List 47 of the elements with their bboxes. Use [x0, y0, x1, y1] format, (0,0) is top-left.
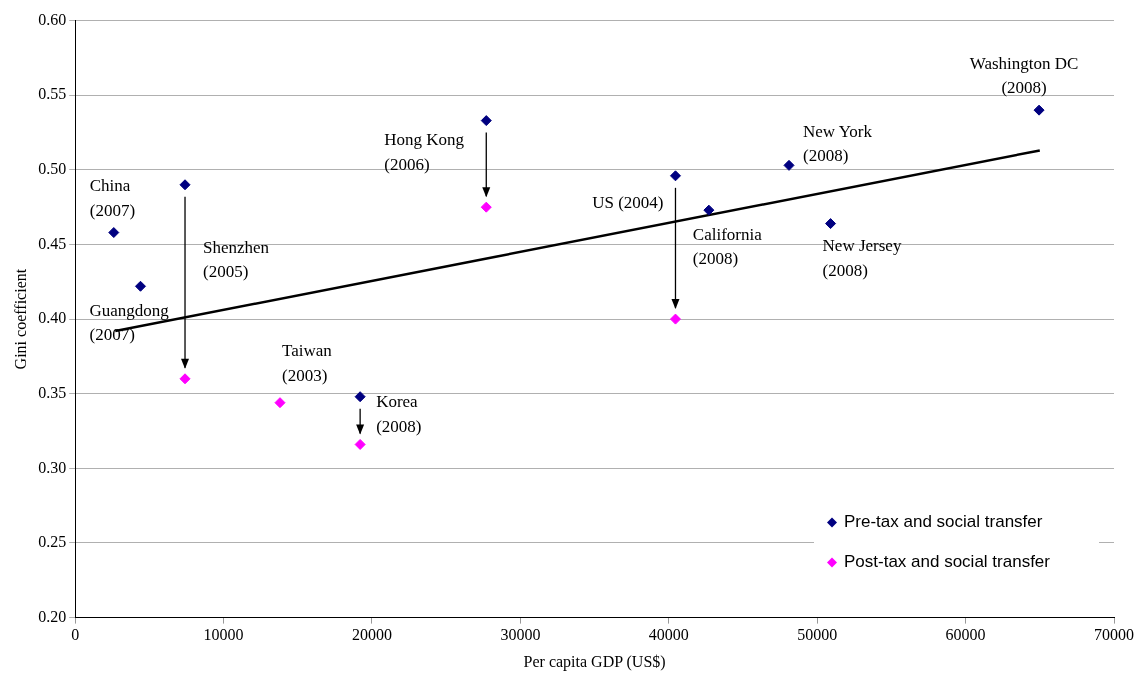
y-tick-label: 0.50 — [38, 160, 67, 178]
point — [135, 280, 146, 292]
point — [669, 170, 681, 182]
annotation: Washington DC (2008) — [969, 53, 1079, 98]
point — [783, 159, 795, 171]
point — [480, 201, 492, 213]
point — [354, 391, 366, 403]
y-tick-label: 0.45 — [38, 234, 67, 252]
annotation: China (2007) — [89, 176, 136, 220]
annotation: US (2004) — [592, 193, 664, 213]
y-tick-label: 0.55 — [38, 85, 67, 103]
x-tick-label: 30000 — [500, 626, 541, 644]
annotation: Korea (2008) — [376, 392, 422, 436]
x-tick-label: 20000 — [352, 626, 392, 644]
x-tick-label: 60000 — [945, 626, 986, 644]
point — [354, 438, 366, 450]
legend-label: Post-tax and social transfer — [844, 552, 1051, 572]
x-tick-label: 0 — [71, 626, 80, 644]
x-axis-title: Per capita GDP (US$) — [523, 652, 666, 671]
x-tick-label: 70000 — [1094, 626, 1134, 644]
y-tick-label: 0.40 — [38, 309, 67, 327]
y-axis-title: Gini coefficient — [11, 268, 29, 370]
annotation: Shenzhen (2005) — [202, 237, 270, 282]
point — [274, 397, 286, 409]
annotation: Hong Kong (2006) — [384, 130, 465, 174]
point — [825, 218, 837, 230]
point — [480, 115, 492, 127]
y-tick-label: 0.30 — [38, 458, 67, 476]
annotation: Guangdong (2007) — [89, 300, 170, 345]
x-tick-label: 10000 — [203, 626, 244, 644]
point — [669, 313, 681, 325]
point — [179, 179, 191, 191]
point — [108, 227, 120, 239]
y-tick-label: 0.25 — [38, 533, 67, 551]
legend-label: Pre-tax and social transfer — [844, 512, 1043, 532]
x-tick-label: 50000 — [797, 626, 838, 644]
annotation: New York (2008) — [803, 121, 873, 166]
annotation: California (2008) — [692, 224, 763, 269]
y-tick-label: 0.35 — [38, 383, 67, 401]
annotation: New Jersey (2008) — [822, 236, 902, 280]
point — [703, 204, 715, 216]
annotation: Taiwan (2003) — [281, 341, 333, 385]
x-tick-label: 40000 — [648, 626, 689, 644]
point — [179, 373, 191, 385]
y-tick-label: 0.20 — [38, 607, 67, 625]
y-tick-label: 0.60 — [38, 10, 67, 28]
point — [1033, 104, 1045, 116]
